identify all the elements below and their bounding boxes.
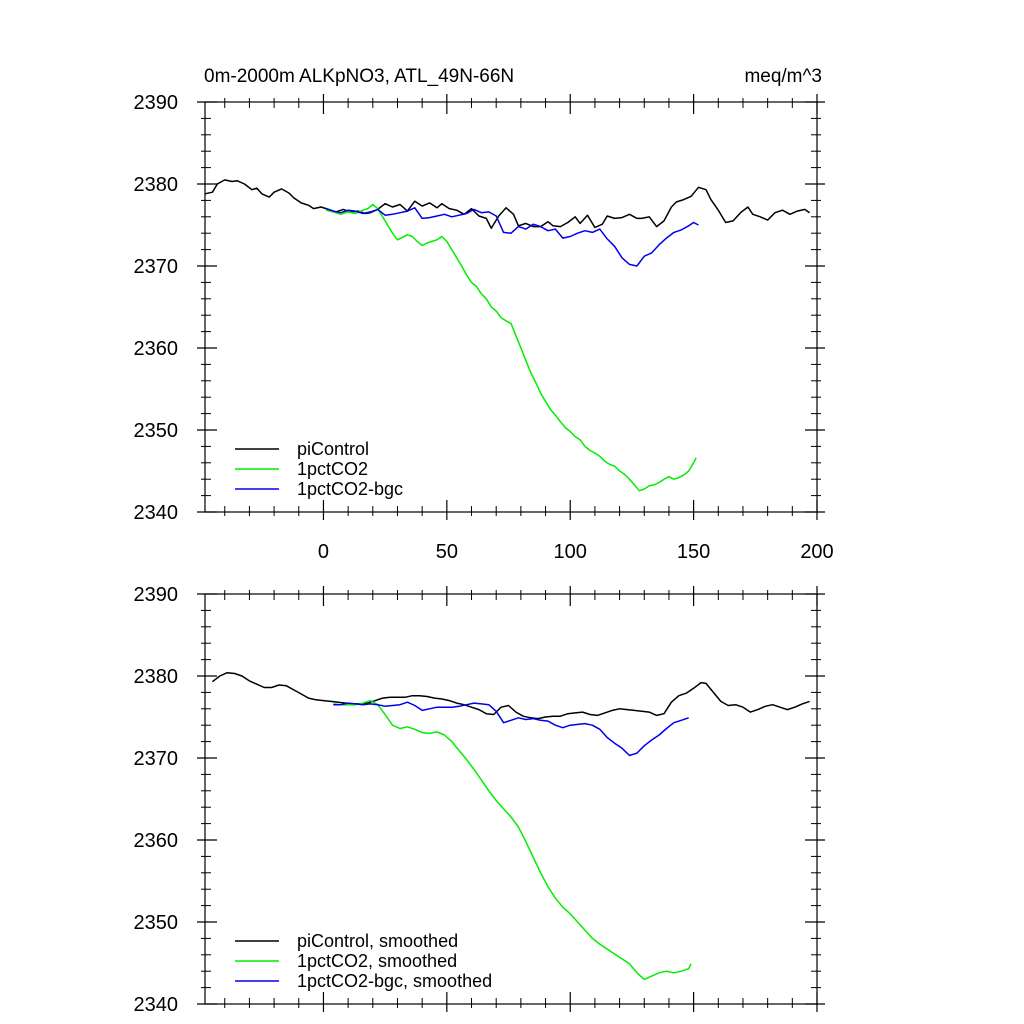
y-tick-label: 2350 [134,912,179,934]
bottom-series-layer [211,671,810,981]
y-tick-label: 2390 [134,92,179,114]
y-tick-label: 2380 [134,666,179,688]
series-line-3 [333,701,689,757]
top-series-layer [204,179,811,492]
y-tick-label: 2360 [134,830,179,852]
series-line-1 [204,179,811,230]
series-line-1 [211,671,810,720]
legend-label: 1pctCO2 [297,459,368,479]
series-line-2 [333,699,692,981]
y-tick-label: 2350 [134,420,179,442]
chart-title: 0m-2000m ALKpNO3, ATL_49N-66N [204,66,514,87]
x-tick-label: 150 [677,541,710,563]
y-tick-label: 2370 [134,256,179,278]
series-line-2 [325,203,697,492]
series-line-3 [325,207,699,267]
x-tick-label: 0 [318,541,329,563]
x-tick-label: 50 [436,541,458,563]
legend-label: 1pctCO2-bgc, smoothed [297,971,492,991]
y-tick-label: 2340 [134,502,179,524]
bottom-plot-frame [204,593,818,1005]
y-tick-label: 2380 [134,174,179,196]
top-tick-layer [197,94,825,520]
y-tick-label: 2360 [134,338,179,360]
top-plot-frame [204,101,818,513]
y-tick-label: 2370 [134,748,179,770]
top-chart-panel: 0m-2000m ALKpNO3, ATL_49N-66N meq/m^3 23… [134,66,834,563]
bottom-chart-panel: 2340 2350 2360 2370 2380 2390 piControl, smoo… [134,584,825,1016]
units-label: meq/m^3 [744,66,822,87]
legend-label: piControl, smoothed [297,931,458,951]
legend-label: 1pctCO2-bgc [297,479,403,499]
legend-label: piControl [297,439,369,459]
x-tick-label: 200 [800,541,833,563]
y-tick-label: 2340 [134,994,179,1016]
legend-label: 1pctCO2, smoothed [297,951,457,971]
bottom-tick-layer [197,586,825,1012]
bottom-tick-labels: 2340 2350 2360 2370 2380 2390 [134,584,179,1016]
y-tick-label: 2390 [134,584,179,606]
x-tick-label: 100 [554,541,587,563]
top-tick-labels: 2340 2350 2360 2370 2380 2390 0 50 100 150 200 [134,92,834,563]
